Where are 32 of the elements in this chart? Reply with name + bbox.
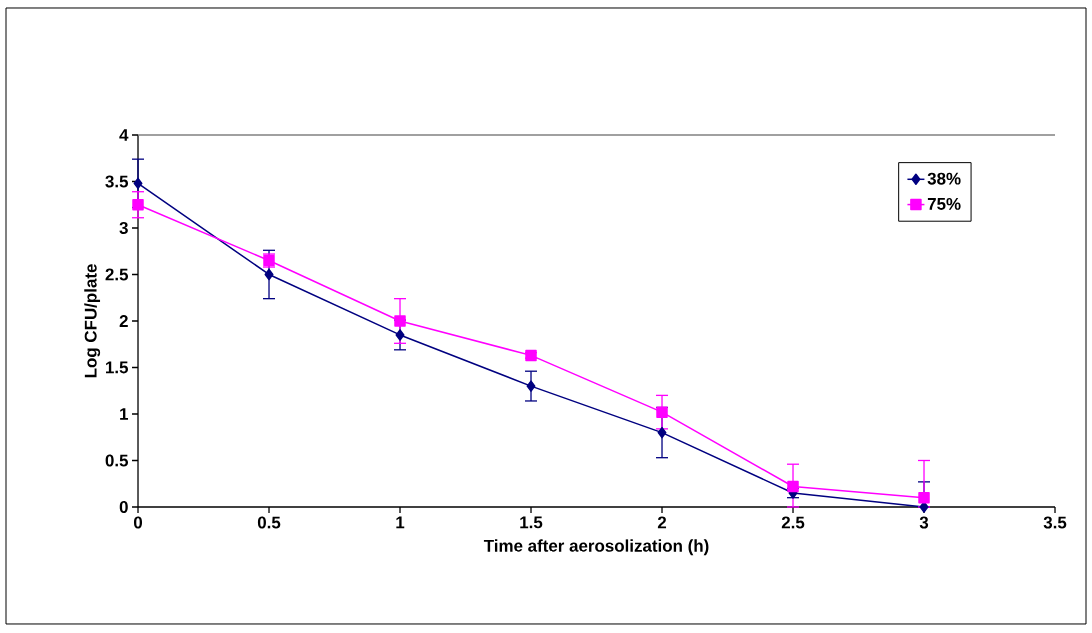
x-tick-label: 1 [396,516,405,529]
x-axis-title: Time after aerosolization (h) [483,539,709,556]
point [787,480,799,493]
point [394,315,406,327]
legend-label: 75% [927,197,961,210]
y-tick-label: 4 [119,129,129,141]
x-tick-label: 3 [919,516,929,529]
x-tick-label: 2.5 [781,516,805,529]
point [918,491,930,504]
point [264,268,274,281]
point [395,329,405,341]
x-tick-label: 3.5 [1043,516,1067,529]
point [526,380,536,392]
point [132,198,144,211]
y-axis-title: Log CFU/plate [84,264,101,378]
y-tick-label: 0.5 [105,454,129,467]
point [657,426,667,439]
point [525,349,537,362]
y-tick-label: 3 [119,221,128,234]
point [133,177,143,190]
y-tick-label: 2.5 [105,268,129,281]
y-tick-label: 1.5 [106,361,129,374]
point [656,406,668,418]
legend-label: 38% [927,172,961,185]
x-tick-label: 0 [133,516,143,529]
y-tick-label: 2 [119,315,128,327]
x-tick-label: 0.5 [257,516,281,529]
y-tick-label: 1 [120,408,129,420]
x-tick-label: 1.5 [520,516,543,529]
y-tick-label: 0 [119,500,128,513]
y-tick-label: 3.5 [105,175,129,188]
x-tick-label: 2 [657,516,667,529]
